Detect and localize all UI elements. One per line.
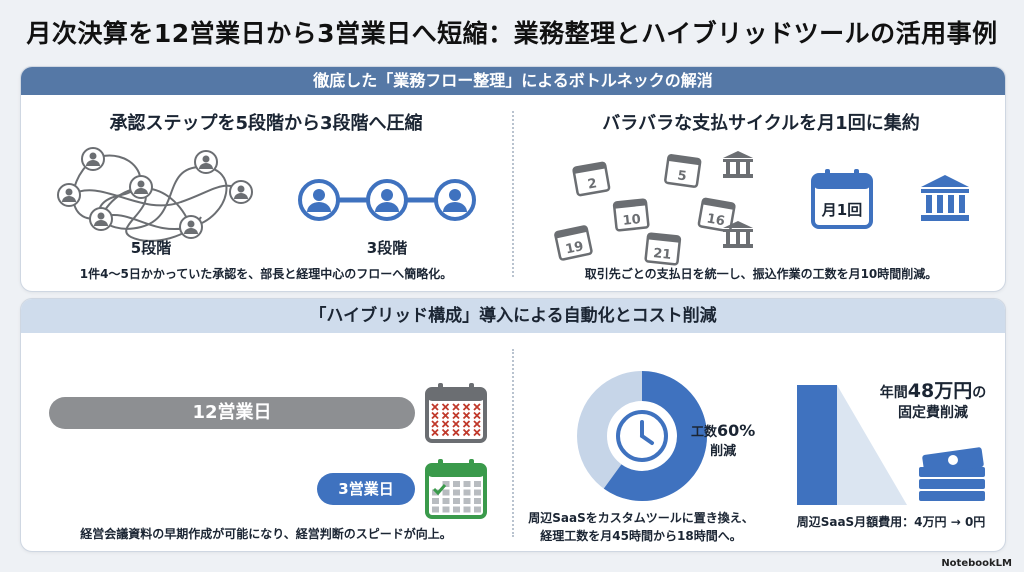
svg-text:月1回: 月1回 bbox=[821, 201, 862, 219]
three-step-flow-icon bbox=[298, 179, 476, 221]
reduction-donut-chart bbox=[577, 371, 707, 501]
five-step-label: 5段階 bbox=[130, 239, 172, 257]
bank-icon bbox=[921, 175, 969, 221]
calendar-date-icon: 19 bbox=[554, 225, 593, 261]
panel-divider bbox=[512, 111, 514, 277]
calendar-date-icon: 21 bbox=[644, 232, 682, 266]
calendar-date-label: 21 bbox=[652, 246, 672, 263]
saas-caption: 周辺SaaSをカスタムツールに置き換え、 経理工数を月45時間から18時間へ。 bbox=[528, 511, 754, 543]
calendar-date-label: 10 bbox=[622, 212, 642, 229]
money-stack-icon bbox=[919, 447, 985, 501]
calendar-date-icon: 5 bbox=[664, 154, 702, 188]
reduction-arc bbox=[603, 371, 707, 501]
approval-caption: 1件4～5日かかっていた承認を、部長と経理中心のフローへ簡略化。 bbox=[79, 267, 453, 281]
before-days-bar: 12営業日 bbox=[49, 397, 415, 429]
person-nodes bbox=[57, 147, 253, 239]
payment-caption: 取引先ごとの支払日を統一し、振込作業の工数を月10時間削減。 bbox=[584, 267, 938, 281]
calendar-date-icon: 2 bbox=[572, 161, 611, 197]
five-step-network-icon bbox=[57, 147, 253, 242]
three-step-label: 3段階 bbox=[366, 239, 408, 257]
calendar-date-label: 16 bbox=[705, 211, 725, 229]
hybrid-header: 「ハイブリッド構成」導入による自動化とコスト削減 bbox=[21, 299, 1005, 333]
reduction-percent: 工数60% 削減 bbox=[691, 421, 756, 459]
calendar-crossed-icon bbox=[425, 383, 487, 443]
cost-reduction-graphic bbox=[797, 385, 907, 505]
approval-heading: 承認ステップを5段階から3段階へ圧縮 bbox=[109, 113, 423, 134]
calendar-checked-icon bbox=[425, 459, 487, 519]
hybrid-panel: 「ハイブリッド構成」導入による自動化とコスト削減 12営業日 3営業日 経営会議… bbox=[20, 298, 1006, 552]
meeting-caption: 経営会議資料の早期作成が可能になり、経営判断のスピードが向上。 bbox=[80, 527, 452, 541]
page-title: 月次決算を12営業日から3営業日へ短縮：業務整理とハイブリッドツールの活用事例 bbox=[26, 19, 998, 48]
calendar-date-label: 2 bbox=[587, 176, 599, 192]
workflow-panel: 徹底した「業務フロー整理」によるボトルネックの解消 承認ステップを5段階から3段… bbox=[20, 66, 1006, 292]
brand-logo: NotebookLM bbox=[941, 558, 1012, 569]
panel-divider bbox=[512, 349, 514, 537]
calendar-date-label: 19 bbox=[564, 239, 585, 257]
calendar-date-label: 5 bbox=[676, 168, 687, 184]
calendar-date-icon: 16 bbox=[697, 197, 736, 233]
scattered-calendars-icon: 2 5 10 16 19 21 bbox=[554, 151, 753, 266]
monthly-calendar-icon: 月1回 bbox=[811, 169, 873, 229]
after-days-bar: 3営業日 bbox=[317, 473, 415, 505]
annual-savings: 年間48万円の 固定費削減 bbox=[879, 380, 987, 421]
workflow-header: 徹底した「業務フロー整理」によるボトルネックの解消 bbox=[21, 67, 1005, 95]
payment-heading: バラバラな支払サイクルを月1回に集約 bbox=[602, 113, 920, 134]
monthly-fee-caption: 周辺SaaS月額費用：4万円 → 0円 bbox=[796, 515, 986, 529]
calendar-date-icon: 10 bbox=[612, 198, 650, 232]
